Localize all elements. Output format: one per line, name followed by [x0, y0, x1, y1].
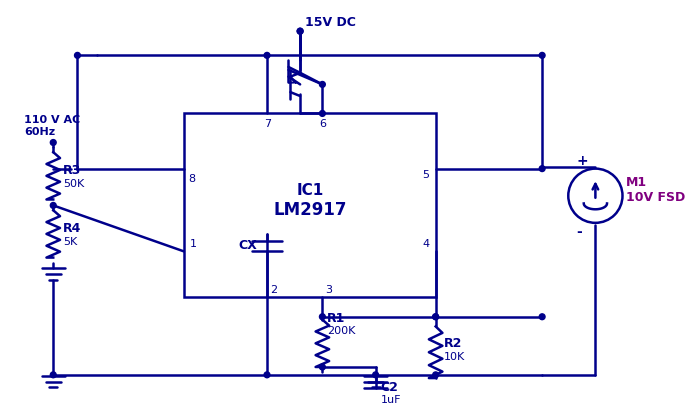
Text: 5K: 5K — [63, 237, 77, 247]
Text: IC1: IC1 — [296, 183, 324, 199]
Text: 1: 1 — [190, 238, 197, 249]
Text: 1uF: 1uF — [380, 395, 401, 405]
Circle shape — [297, 28, 303, 34]
Text: R4: R4 — [63, 222, 81, 235]
Circle shape — [539, 314, 545, 320]
Circle shape — [264, 372, 270, 378]
Bar — [184, 113, 436, 298]
Text: M1: M1 — [626, 176, 647, 189]
Text: 6: 6 — [319, 119, 326, 129]
Text: 3: 3 — [325, 284, 332, 295]
Circle shape — [539, 53, 545, 58]
Text: 10V FSD: 10V FSD — [626, 191, 685, 203]
Circle shape — [539, 166, 545, 171]
Text: 60Hz: 60Hz — [24, 127, 55, 137]
Text: 4: 4 — [422, 238, 429, 249]
Text: 5: 5 — [422, 170, 429, 180]
Circle shape — [319, 111, 325, 116]
Circle shape — [432, 372, 439, 378]
Circle shape — [319, 81, 325, 87]
Text: R2: R2 — [444, 337, 462, 351]
Text: LM2917: LM2917 — [273, 201, 346, 219]
Text: 8: 8 — [188, 174, 195, 184]
Circle shape — [51, 203, 56, 208]
Circle shape — [75, 53, 80, 58]
Text: 7: 7 — [264, 119, 271, 129]
Text: 200K: 200K — [327, 326, 356, 336]
Text: CX: CX — [238, 239, 256, 252]
Text: R1: R1 — [327, 312, 346, 325]
Circle shape — [373, 372, 378, 378]
Circle shape — [264, 53, 270, 58]
Circle shape — [432, 314, 439, 320]
Text: 110 V AC: 110 V AC — [24, 115, 80, 125]
Circle shape — [319, 314, 325, 320]
Text: -: - — [576, 225, 582, 239]
Circle shape — [297, 28, 303, 34]
Text: 50K: 50K — [63, 178, 84, 189]
Text: 15V DC: 15V DC — [305, 16, 356, 29]
Text: R3: R3 — [63, 164, 81, 177]
Text: 10K: 10K — [444, 352, 464, 362]
Text: C2: C2 — [380, 381, 398, 394]
Circle shape — [51, 372, 56, 378]
Text: +: + — [576, 154, 588, 168]
Circle shape — [432, 314, 439, 320]
Text: 2: 2 — [270, 284, 277, 295]
Circle shape — [319, 364, 325, 370]
Circle shape — [51, 140, 56, 145]
